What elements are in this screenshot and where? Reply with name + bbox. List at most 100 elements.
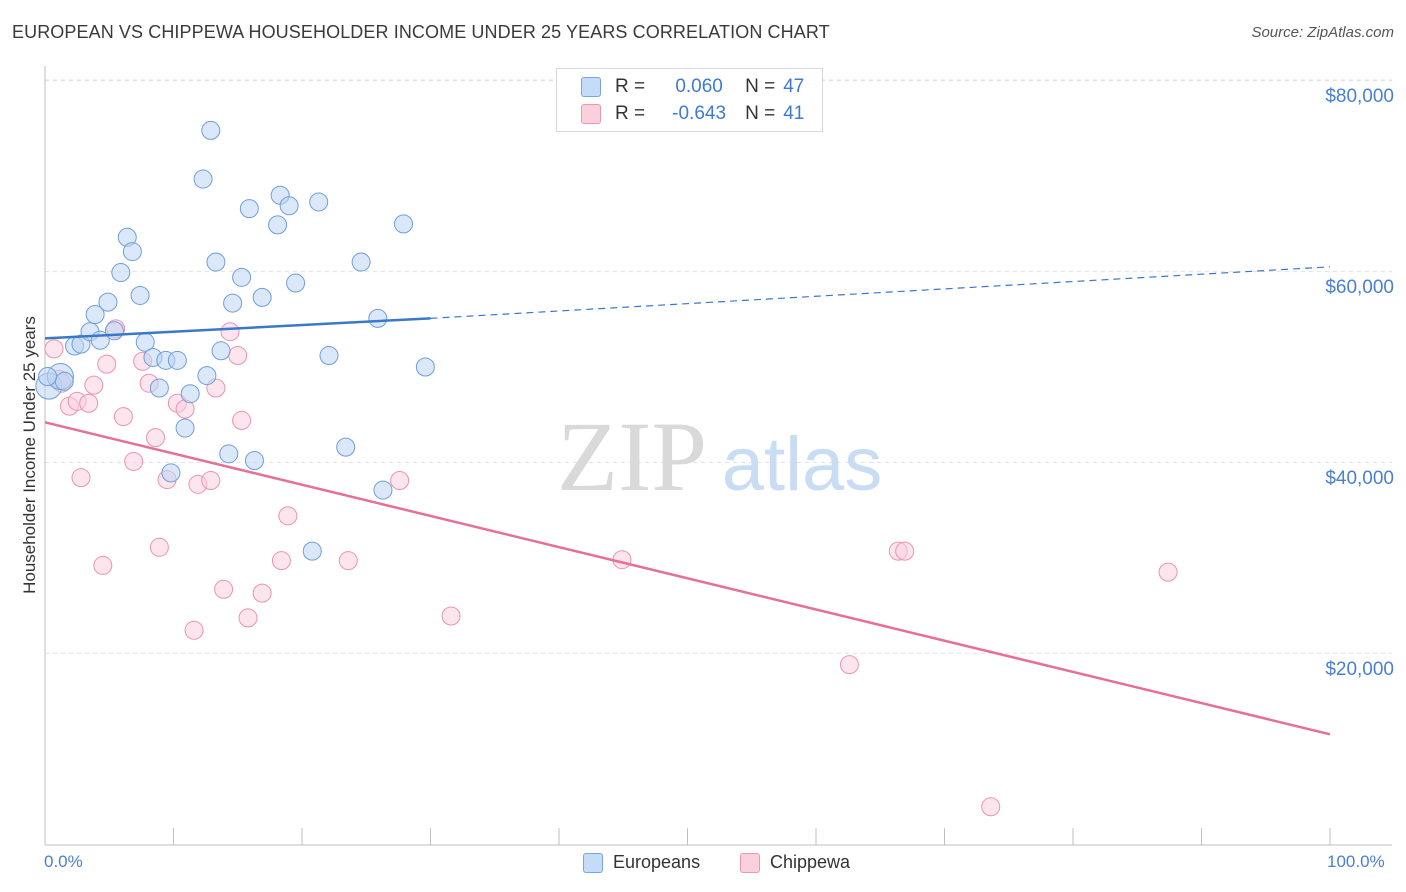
data-point	[394, 214, 414, 234]
data-point	[211, 341, 231, 361]
europeans-swatch	[583, 852, 603, 873]
data-point	[441, 606, 461, 626]
data-point	[415, 357, 435, 377]
data-point	[201, 120, 221, 140]
data-point	[271, 551, 291, 571]
data-point	[184, 620, 204, 640]
data-point	[223, 293, 243, 313]
data-point	[219, 444, 239, 464]
data-point	[104, 321, 124, 341]
watermark-atlas: atlas	[722, 422, 883, 507]
data-point	[319, 346, 339, 366]
watermark: ZIP atlas	[557, 401, 882, 512]
data-point	[338, 551, 358, 571]
chippewa-trendline	[44, 421, 1331, 736]
data-point	[175, 418, 195, 438]
data-point	[98, 292, 118, 312]
r-label: R =	[615, 103, 646, 124]
data-point	[252, 287, 272, 307]
legend-label-europeans: Europeans	[613, 852, 701, 872]
data-point	[149, 378, 169, 398]
watermark-zip: ZIP	[557, 401, 707, 512]
data-point	[167, 350, 187, 370]
data-point	[232, 267, 252, 287]
data-point	[286, 273, 306, 293]
data-point	[981, 797, 1001, 817]
r-value: -0.643	[672, 103, 727, 124]
x-tick-label-min: 0.0%	[44, 852, 83, 871]
europeans-swatch	[581, 77, 601, 97]
data-point	[149, 537, 169, 557]
data-point	[351, 252, 371, 272]
data-point	[113, 407, 133, 427]
data-point	[93, 555, 113, 575]
y-tick-label: $80,000	[1325, 86, 1394, 107]
data-point	[839, 655, 859, 675]
data-point	[85, 305, 105, 325]
data-point	[79, 393, 99, 413]
data-point	[1158, 562, 1178, 582]
legend-row-chippewa: R = -0.643 N = 41	[581, 102, 804, 126]
legend-label-chippewa: Chippewa	[770, 852, 851, 872]
data-point	[228, 346, 248, 366]
data-point	[220, 322, 240, 342]
data-point	[214, 579, 234, 599]
y-tick-label: $40,000	[1325, 468, 1394, 489]
data-point	[71, 468, 91, 488]
data-point	[44, 339, 64, 359]
data-point	[252, 583, 272, 603]
n-value: 41	[783, 103, 805, 124]
n-value: 47	[783, 76, 805, 97]
chippewa-series	[44, 319, 1178, 817]
n-label: N =	[745, 76, 776, 97]
data-point	[130, 285, 150, 305]
correlation-legend: R = 0.060 N = 47 R = -0.643 N = 41	[556, 68, 823, 132]
data-point	[201, 471, 221, 491]
data-point	[161, 463, 181, 483]
europeans-trendline-extension	[430, 266, 1331, 319]
axes	[44, 66, 1392, 846]
legend-row-europeans: R = 0.060 N = 47	[581, 75, 804, 99]
data-point	[309, 192, 329, 212]
europeans-trendline	[44, 317, 431, 340]
r-value: 0.060	[675, 76, 723, 97]
data-point	[84, 375, 104, 395]
grid-lines	[45, 79, 1392, 654]
data-point	[244, 450, 264, 470]
legend-item-chippewa: Chippewa	[740, 852, 850, 873]
chippewa-swatch	[581, 104, 601, 124]
data-point	[54, 371, 74, 391]
legend-item-europeans: Europeans	[583, 852, 700, 873]
data-point	[180, 384, 200, 404]
data-point	[97, 354, 117, 374]
data-point	[197, 366, 217, 386]
data-point	[268, 215, 288, 235]
chart-title: EUROPEAN VS CHIPPEWA HOUSEHOLDER INCOME …	[12, 22, 830, 42]
x-tick-label-max: 100.0%	[1327, 852, 1385, 871]
data-point	[368, 308, 388, 328]
data-point	[193, 169, 213, 189]
data-point	[111, 263, 131, 283]
data-point	[895, 541, 915, 561]
data-point	[373, 480, 393, 500]
data-point	[122, 242, 142, 262]
source-note: Source: ZipAtlas.com	[1251, 24, 1394, 41]
data-point	[336, 437, 356, 457]
y-tick-label: $20,000	[1325, 659, 1394, 680]
data-point	[390, 471, 410, 491]
data-point	[232, 410, 252, 430]
data-point	[278, 506, 298, 526]
data-point	[302, 541, 322, 561]
data-point	[124, 451, 144, 471]
europeans-series	[35, 120, 435, 561]
n-label: N =	[745, 103, 776, 124]
y-axis-label: Householder Income Under 25 years	[20, 316, 39, 594]
chippewa-swatch	[740, 852, 760, 873]
data-point	[238, 608, 258, 628]
data-point	[279, 196, 299, 216]
r-label: R =	[615, 76, 646, 97]
y-tick-label: $60,000	[1325, 277, 1394, 298]
data-point	[239, 199, 259, 219]
data-point	[206, 252, 226, 272]
